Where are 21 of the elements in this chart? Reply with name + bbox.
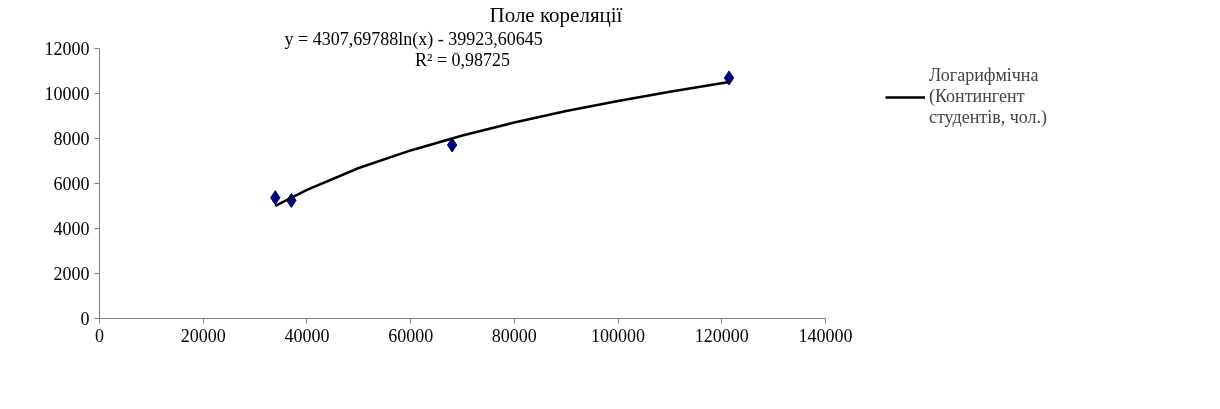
y-tick-label: 4000 — [53, 219, 90, 239]
annotation: R² = 0,98725 — [414, 49, 511, 70]
y-tick-label: 10000 — [44, 84, 90, 104]
x-tick-label: 60000 — [388, 325, 434, 346]
x-tick-label: 80000 — [491, 325, 537, 346]
y-tick-label: 2000 — [53, 264, 90, 284]
x-tick-label: 100000 — [591, 325, 646, 346]
x-tick-label: 0 — [95, 325, 104, 346]
x-tick-label: 40000 — [284, 325, 330, 346]
x-tick-label: 20000 — [180, 325, 226, 346]
y-tick-label: 8000 — [53, 129, 90, 149]
point — [446, 137, 458, 153]
x-tick-label: 120000 — [694, 325, 749, 346]
annotation: y = 4307,69788ln(x) - 39923,60645 — [284, 28, 543, 50]
point — [723, 70, 735, 86]
x-tick-label: 140000 — [798, 325, 853, 346]
y-tick-label: 12000 — [44, 39, 90, 59]
y-tick-label: 0 — [80, 309, 90, 329]
y-tick-label: 6000 — [53, 174, 90, 194]
chart-title: Поле кореляції — [489, 2, 623, 27]
legend-label: Логарифмічна (Контингент студентів, чол.) — [929, 65, 1047, 128]
